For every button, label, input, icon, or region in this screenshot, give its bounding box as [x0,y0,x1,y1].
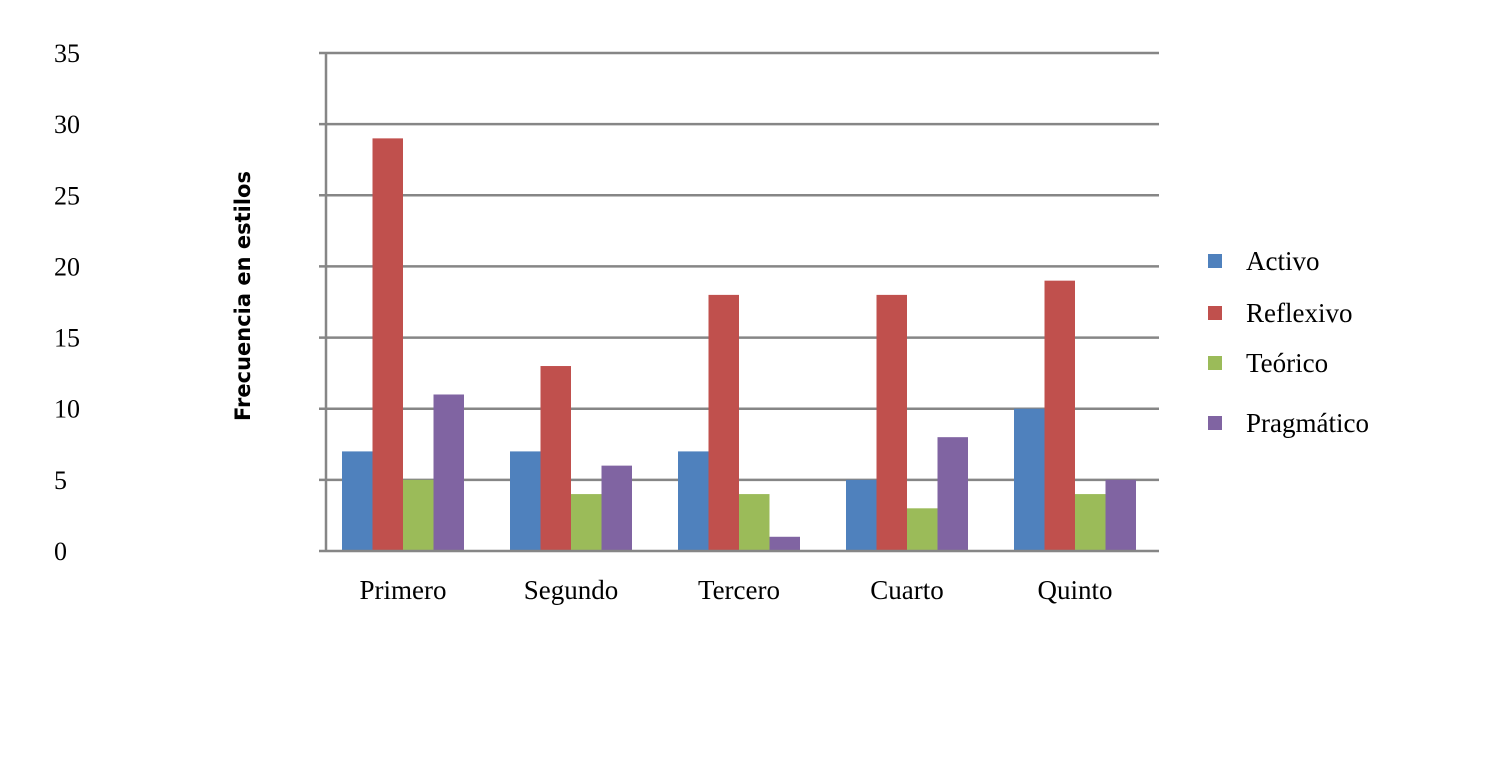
axes [319,53,1159,553]
legend-swatch-reflexivo [1208,306,1222,320]
y-tick-label-30: 30 [54,110,80,139]
bar-pragmático-cuarto [937,437,968,551]
y-tick-labels: 0 5 10 15 20 25 30 35 [54,39,80,566]
x-tick-label-primero: Primero [360,575,447,605]
bar-reflexivo-cuarto [876,294,907,551]
y-tick-label-25: 25 [54,181,80,210]
bar-activo-cuarto [846,479,877,551]
bar-teórico-segundo [571,494,602,551]
legend: Activo Reflexivo Teórico Pragmático [1208,246,1369,438]
bar-reflexivo-quinto [1044,280,1075,551]
bars [342,138,1136,551]
y-tick-label-5: 5 [54,466,67,495]
bar-pragmático-primero [433,394,464,551]
y-tick-label-10: 10 [54,395,80,424]
legend-label-pragmático: Pragmático [1246,408,1369,438]
bar-teórico-tercero [739,494,770,551]
legend-swatch-pragmático [1208,416,1222,430]
legend-swatch-teórico [1208,356,1222,370]
y-tick-label-20: 20 [54,252,80,281]
x-tick-label-quinto: Quinto [1037,575,1112,605]
bar-pragmático-segundo [601,465,632,551]
bar-reflexivo-segundo [540,366,571,551]
bar-pragmático-tercero [769,536,800,551]
legend-label-teórico: Teórico [1246,348,1328,378]
x-tick-label-cuarto: Cuarto [870,575,944,605]
bar-pragmático-quinto [1105,479,1136,551]
y-tick-label-15: 15 [54,324,80,353]
bar-teórico-cuarto [907,508,938,551]
bar-activo-quinto [1014,408,1045,551]
y-axis-label: Frecuencia en estilos [231,171,255,421]
bar-teórico-quinto [1075,494,1106,551]
legend-label-activo: Activo [1246,246,1320,276]
x-tick-label-tercero: Tercero [698,575,780,605]
x-tick-label-segundo: Segundo [524,575,619,605]
x-tick-labels: Primero Segundo Tercero Cuarto Quinto [360,575,1113,605]
bar-teórico-primero [403,479,434,551]
y-tick-label-0: 0 [54,537,67,566]
bar-activo-tercero [678,451,709,551]
bar-activo-primero [342,451,373,551]
bar-reflexivo-tercero [708,294,739,551]
legend-swatch-activo [1208,254,1222,268]
bar-reflexivo-primero [372,138,403,551]
bar-activo-segundo [510,451,541,551]
legend-label-reflexivo: Reflexivo [1246,298,1352,328]
y-tick-label-35: 35 [54,39,80,68]
